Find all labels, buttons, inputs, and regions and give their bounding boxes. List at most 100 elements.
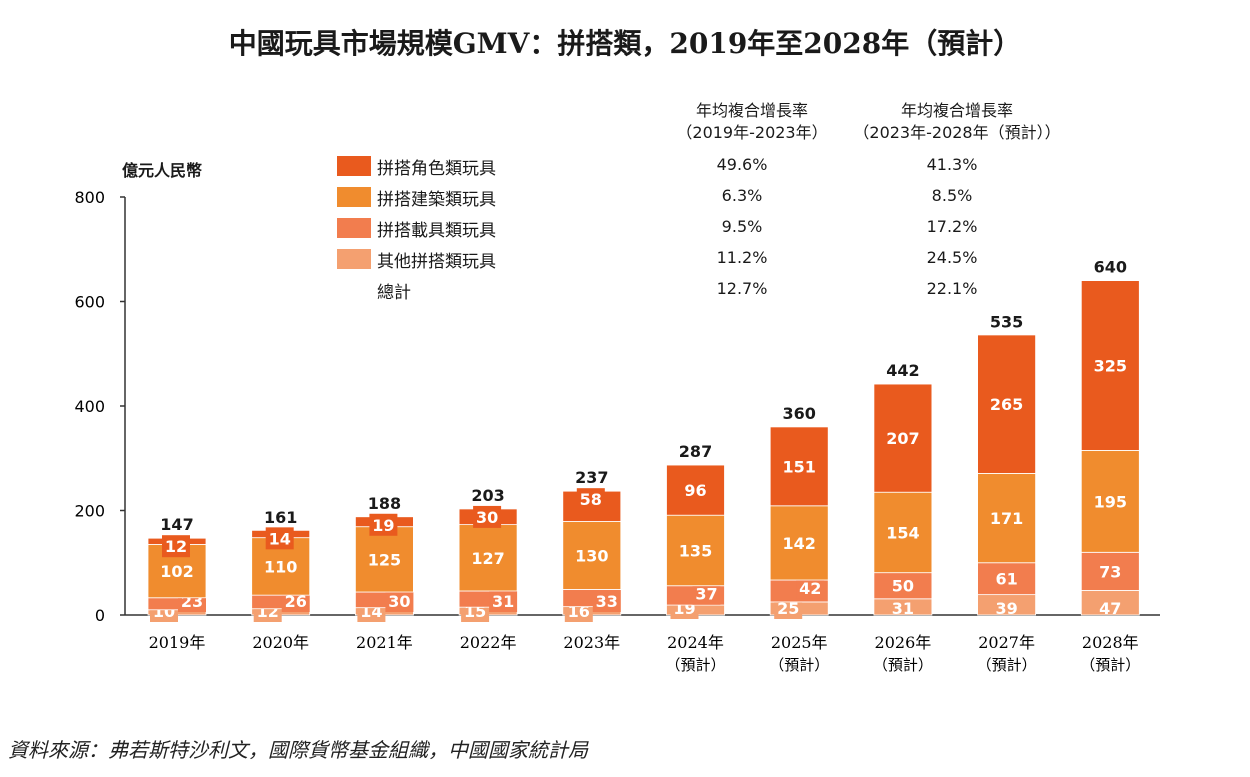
x-tick-sublabel: （預計） <box>977 656 1037 674</box>
cagr-value: 17.2% <box>926 217 978 236</box>
data-label: 96 <box>684 481 706 500</box>
data-label-box <box>162 535 190 558</box>
total-label: 161 <box>264 508 297 527</box>
y-axis-unit-label: 億元人民幣 <box>122 161 203 180</box>
data-label: 37 <box>695 585 717 604</box>
data-label: 102 <box>160 562 193 581</box>
data-label: 325 <box>1094 357 1127 376</box>
data-label: 127 <box>471 549 504 568</box>
source-note: 資料來源：弗若斯特沙利文，國際貨幣基金組織，中國國家統計局 <box>8 738 588 762</box>
total-label: 203 <box>471 486 504 505</box>
data-label: 154 <box>886 523 919 542</box>
cagr-value: 6.3% <box>721 186 763 205</box>
data-label-box <box>576 488 605 511</box>
bar-segment <box>354 526 414 593</box>
total-label: 287 <box>679 442 712 461</box>
cagr-value: 41.3% <box>926 155 978 174</box>
x-tick-label: 2021年 <box>356 633 413 652</box>
x-tick-label: 2019年 <box>149 633 206 652</box>
cagr-column-2023-2028: 41.3% 8.5% 17.2% 24.5% 22.1% <box>892 154 1012 309</box>
bar-segment <box>977 334 1036 474</box>
data-label: 42 <box>799 579 821 598</box>
data-label: 31 <box>492 592 514 611</box>
y-tick-label: 800 <box>74 188 105 207</box>
bar-segment <box>873 572 933 600</box>
data-label-box <box>592 590 621 612</box>
x-tick-label: 2023年 <box>563 633 620 652</box>
bar-segment <box>1080 551 1140 591</box>
cagr-value: 12.7% <box>716 279 768 298</box>
x-tick-sublabel: （預計） <box>769 656 829 674</box>
data-label: 30 <box>388 592 410 611</box>
y-tick-label: 200 <box>74 502 105 521</box>
bar-segment <box>666 464 725 516</box>
data-label: 73 <box>1099 562 1121 581</box>
data-label: 33 <box>596 592 618 611</box>
data-label: 12 <box>165 537 187 556</box>
cagr-value: 22.1% <box>926 279 978 298</box>
y-tick-label: 400 <box>74 397 105 416</box>
legend-label: 拼搭角色類玩具 <box>377 159 496 179</box>
data-label: 31 <box>892 599 914 618</box>
bar-segment <box>1080 450 1140 553</box>
data-label: 19 <box>372 516 394 535</box>
data-label: 142 <box>782 534 815 553</box>
data-label: 125 <box>368 550 401 569</box>
x-tick-sublabel: （預計） <box>873 656 933 674</box>
cagr-value: 11.2% <box>716 248 768 267</box>
bar-segment <box>562 521 622 590</box>
legend-swatch <box>337 187 371 207</box>
x-tick-label: 2020年 <box>252 633 309 652</box>
total-label: 237 <box>575 468 608 487</box>
data-label: 151 <box>782 457 815 476</box>
x-tick-label: 2022年 <box>460 633 517 652</box>
total-label: 147 <box>160 515 193 534</box>
data-label: 58 <box>580 490 602 509</box>
y-tick-label: 600 <box>74 293 105 312</box>
data-label: 195 <box>1094 492 1127 511</box>
x-tick-label: 2027年 <box>978 633 1035 652</box>
bar-segment <box>977 473 1036 564</box>
cagr-value: 9.5% <box>721 217 763 236</box>
data-label-box <box>385 590 414 612</box>
data-label: 135 <box>679 541 712 560</box>
bar-segment <box>1080 280 1140 451</box>
y-tick-label: 0 <box>95 606 105 625</box>
cagr-header-2023-2028: 年均複合增長率 （2023年-2028年（預計）） <box>842 100 1072 144</box>
cagr-column-2019-2023: 49.6% 6.3% 9.5% 11.2% 12.7% <box>682 154 802 309</box>
data-label-box <box>369 513 398 536</box>
data-label-box <box>796 576 825 599</box>
cagr-value: 8.5% <box>931 186 973 205</box>
chart-title: 中國玩具市場規模GMV：拼搭類，2019年至2028年（預計） <box>228 27 1022 60</box>
bar-segment <box>873 383 933 493</box>
x-tick-sublabel: （預計） <box>665 656 725 674</box>
bar-segment <box>458 524 518 592</box>
data-label-box <box>774 597 803 619</box>
data-label: 61 <box>995 570 1017 589</box>
bar-segment <box>769 426 829 507</box>
data-label-box <box>265 527 294 550</box>
total-label: 640 <box>1094 258 1127 277</box>
data-label: 265 <box>990 395 1023 414</box>
x-tick-label: 2024年 <box>667 633 724 652</box>
cagr-value: 49.6% <box>716 155 768 174</box>
x-tick-label: 2026年 <box>875 633 932 652</box>
data-label: 47 <box>1099 599 1121 618</box>
legend-label: 拼搭載具類玩具 <box>377 221 496 241</box>
x-tick-label: 2025年 <box>771 633 828 652</box>
cagr-header-line: 年均複合增長率 <box>695 101 808 120</box>
data-label-box <box>489 590 518 612</box>
total-label: 442 <box>886 361 919 380</box>
data-label: 171 <box>990 509 1023 528</box>
data-label: 110 <box>264 557 297 576</box>
data-label: 25 <box>777 599 799 618</box>
bar-segment <box>1080 590 1140 616</box>
data-label-box <box>692 582 721 605</box>
legend-swatch <box>337 218 371 238</box>
total-label: 360 <box>782 404 815 423</box>
cagr-header-line: （2023年-2028年（預計）） <box>853 123 1061 142</box>
cagr-header-2019-2023: 年均複合增長率 （2019年-2023年） <box>652 100 852 144</box>
data-label: 30 <box>476 508 498 527</box>
legend-swatch <box>337 249 371 269</box>
